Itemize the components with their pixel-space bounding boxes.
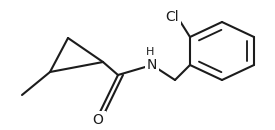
Text: N: N <box>147 58 157 72</box>
Text: H: H <box>146 47 154 57</box>
Text: Cl: Cl <box>165 10 179 24</box>
Text: O: O <box>93 113 103 127</box>
